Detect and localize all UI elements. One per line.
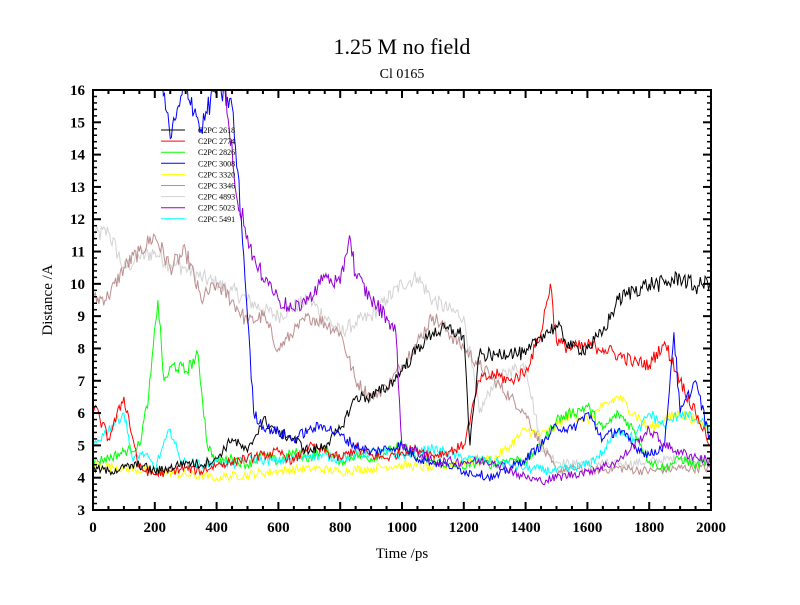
series-line-c2pc-3008 bbox=[162, 90, 711, 482]
series-line-c2pc-2774 bbox=[93, 283, 711, 478]
y-tick-label: 7 bbox=[78, 374, 86, 390]
y-tick-label: 9 bbox=[78, 309, 86, 325]
x-tick-label: 1200 bbox=[449, 520, 479, 536]
chart-subtitle: Cl 0165 bbox=[380, 67, 425, 82]
legend-label: C2PC 5491 bbox=[198, 215, 235, 224]
series-line-c2pc-5491 bbox=[93, 410, 711, 476]
legend-label: C2PC 3346 bbox=[198, 182, 235, 191]
x-tick-label: 800 bbox=[329, 520, 352, 536]
series-line-c2pc-2618 bbox=[93, 270, 711, 476]
y-tick-label: 15 bbox=[70, 115, 85, 131]
x-tick-label: 600 bbox=[267, 520, 290, 536]
legend-label: C2PC 4893 bbox=[198, 193, 235, 202]
series-line-c2pc-5023 bbox=[221, 90, 711, 486]
y-tick-label: 8 bbox=[78, 341, 86, 357]
legend-label: C2PC 3008 bbox=[198, 159, 235, 168]
x-axis-label: Time /ps bbox=[376, 546, 429, 562]
legend-label: C2PC 5023 bbox=[198, 204, 235, 213]
y-tick-label: 16 bbox=[70, 83, 86, 99]
chart-title: 1.25 M no field bbox=[334, 34, 471, 59]
y-tick-label: 14 bbox=[70, 148, 86, 164]
y-tick-label: 10 bbox=[70, 277, 85, 293]
x-tick-label: 1600 bbox=[572, 520, 602, 536]
x-tick-label: 0 bbox=[89, 520, 97, 536]
x-tick-label: 1400 bbox=[511, 520, 541, 536]
y-tick-label: 6 bbox=[78, 406, 86, 422]
y-tick-label: 5 bbox=[78, 438, 86, 454]
legend-label: C2PC 2618 bbox=[198, 126, 235, 135]
legend-label: C2PC 3320 bbox=[198, 170, 235, 179]
y-tick-label: 12 bbox=[70, 212, 85, 228]
x-tick-label: 1000 bbox=[387, 520, 417, 536]
x-tick-label: 400 bbox=[205, 520, 228, 536]
legend-label: C2PC 2826 bbox=[198, 148, 235, 157]
y-tick-label: 3 bbox=[78, 503, 86, 519]
y-tick-label: 13 bbox=[70, 180, 85, 196]
y-tick-label: 4 bbox=[78, 471, 86, 487]
series-line-c2pc-4893 bbox=[93, 225, 711, 470]
legend-label: C2PC 2774 bbox=[198, 137, 235, 146]
series-line-c2pc-3346 bbox=[93, 233, 711, 477]
y-axis-label: Distance /A bbox=[40, 264, 56, 335]
series-line-c2pc-3320 bbox=[93, 394, 711, 483]
x-tick-label: 200 bbox=[144, 520, 167, 536]
x-tick-label: 2000 bbox=[696, 520, 726, 536]
plot-frame bbox=[92, 89, 712, 511]
y-tick-label: 11 bbox=[71, 245, 85, 261]
x-tick-label: 1800 bbox=[634, 520, 664, 536]
